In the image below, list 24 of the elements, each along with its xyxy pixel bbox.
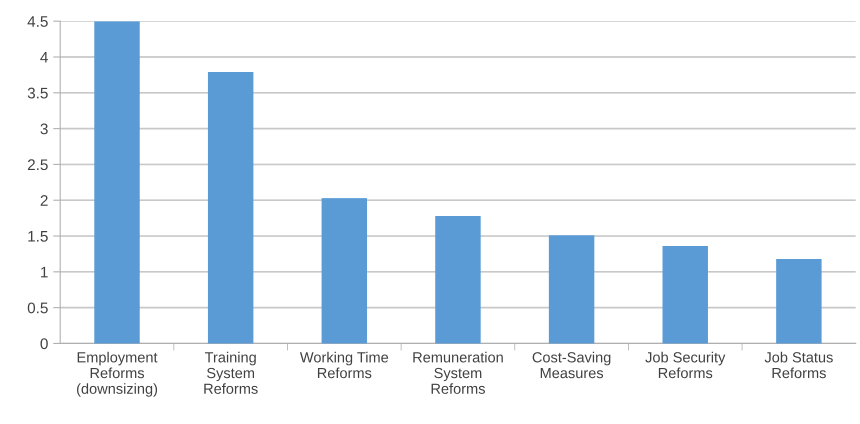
y-tick-label: 1.5 xyxy=(28,231,48,242)
x-tick-label: Remuneration System Reforms xyxy=(413,352,503,394)
x-tick-label: Job Status Reforms xyxy=(764,352,833,378)
bar xyxy=(322,198,368,344)
x-tick-label: Cost-Saving Measures xyxy=(532,352,610,378)
bar xyxy=(662,246,708,344)
y-tick-label: 1 xyxy=(41,266,48,278)
x-tick-label: Training System Reforms xyxy=(204,352,258,394)
bar xyxy=(208,72,254,344)
y-tick-label: 2.5 xyxy=(28,159,48,170)
x-tick-label: Employment Reforms (downsizing) xyxy=(77,352,158,397)
y-tick-label: 3 xyxy=(40,123,48,134)
x-tick-label: Job Security Reforms xyxy=(645,352,726,378)
y-tick-label: 3.5 xyxy=(28,88,48,98)
y-tick-label: 4 xyxy=(40,52,48,63)
x-tick-label: Working Time Reforms xyxy=(300,352,388,378)
bar xyxy=(435,216,481,344)
y-tick-label: 2 xyxy=(40,195,48,206)
y-tick-label: 0.5 xyxy=(28,302,48,314)
bar xyxy=(94,21,140,344)
y-tick-label: 0 xyxy=(40,338,48,350)
bar xyxy=(548,235,594,344)
bar xyxy=(776,258,822,344)
y-tick-label: 4.5 xyxy=(28,16,48,27)
